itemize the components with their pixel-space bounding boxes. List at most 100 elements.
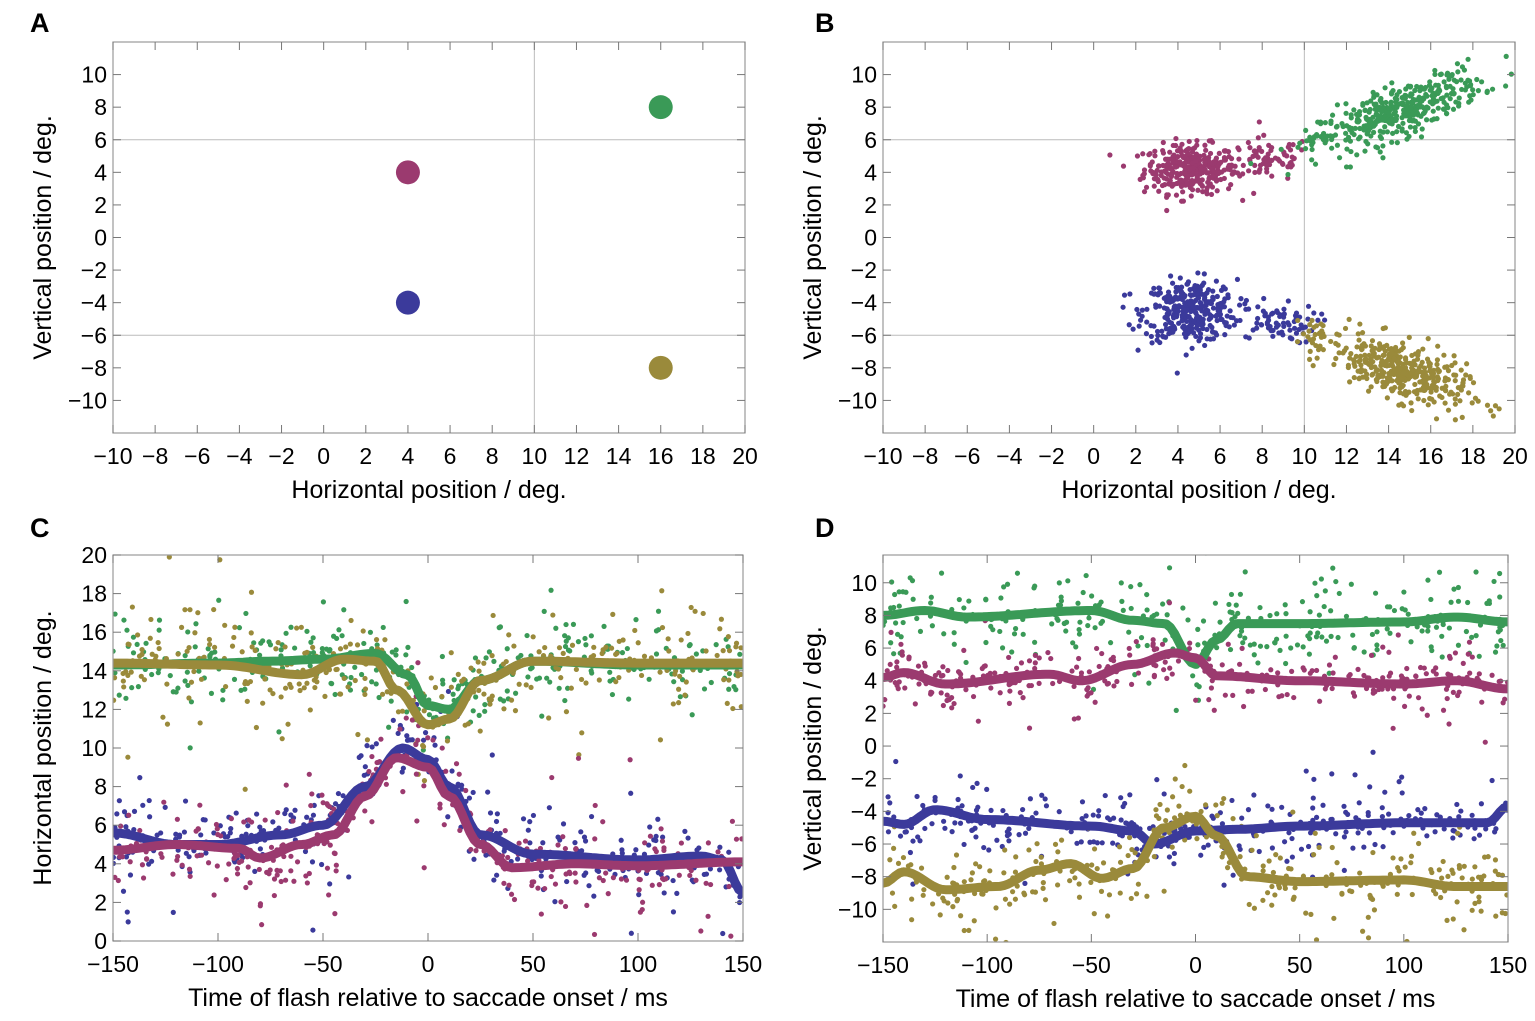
data-point-olive [1237,854,1243,860]
data-point-green [1344,123,1350,129]
data-point-green [307,663,313,669]
data-point-blue [1201,844,1207,850]
data-point-blue [1343,829,1349,835]
data-point-magenta [1452,650,1459,656]
data-point-blue [1476,832,1483,838]
data-point-green [1361,649,1367,655]
x-tick-label: −2 [268,443,294,469]
data-point-green [439,677,446,683]
data-point-green [1392,109,1398,115]
data-point-green [889,579,895,585]
data-point-olive [977,864,983,870]
data-point-olive [508,697,515,703]
data-point-green [575,639,582,645]
data-point-magenta [443,768,449,774]
data-point-olive [343,644,349,650]
data-point-green [1387,630,1393,636]
data-point-blue [1153,302,1159,308]
data-point-olive [1339,890,1345,896]
data-point-magenta [1094,645,1100,652]
data-point-green [888,640,894,646]
data-point-green [1160,601,1166,607]
data-point-magenta [600,819,606,825]
data-point-green [386,724,392,730]
data-point-blue [1230,872,1236,878]
data-point-blue [655,870,661,876]
data-point-olive [439,693,445,700]
data-point-olive [1488,408,1494,414]
data-point-blue [903,829,909,835]
data-point-blue [362,764,368,770]
data-point-green [525,674,531,680]
data-point-green [1345,134,1352,140]
data-point-green [1166,565,1173,571]
data-point-blue [1424,833,1430,839]
data-point-olive [1495,871,1501,878]
data-point-green [319,650,325,656]
data-point-blue [646,842,652,848]
data-point-magenta [1279,160,1285,166]
data-point-green [1128,584,1134,590]
y-tick-label: −4 [851,290,877,316]
data-point-blue [955,796,961,803]
data-point-green [1366,109,1372,115]
x-tick-label: 16 [648,443,674,469]
data-point-green [1407,124,1414,130]
data-point-olive [253,724,259,731]
data-point-olive [670,701,676,707]
data-point-olive [1456,862,1462,869]
data-point-green [1419,126,1425,132]
data-point-green [1318,134,1324,140]
data-point-blue [527,819,533,825]
data-point-green [339,633,345,639]
data-point-olive [1054,882,1061,888]
data-point-green [1439,654,1445,660]
data-point-magenta [940,702,946,709]
data-point-olive [1400,370,1406,376]
data-point-green [251,640,257,646]
data-point-magenta [275,809,281,816]
data-point-olive [1098,888,1105,894]
data-point-olive [231,634,237,641]
data-point-blue [1328,816,1334,823]
data-point-magenta [894,682,900,689]
data-point-blue [121,809,128,815]
data-point-magenta [1187,166,1193,172]
data-point-blue [1027,796,1033,802]
data-point-green [1475,88,1481,94]
data-point-blue [887,800,893,806]
data-point-green [1380,143,1386,149]
data-point-green [1309,157,1315,163]
data-point-green [534,676,540,682]
data-point-magenta [883,697,888,703]
data-point-olive [1012,896,1018,902]
data-point-olive [1431,367,1437,373]
data-point-green [1324,133,1331,139]
data-point-blue [422,730,429,736]
y-tick-label: 10 [851,570,877,596]
data-point-magenta [304,880,310,886]
data-point-olive [1117,890,1123,896]
data-point-green [1372,121,1378,127]
data-point-green [1032,639,1038,645]
data-point-olive [1492,857,1499,863]
data-point-magenta [1245,139,1251,146]
data-point-blue [131,808,138,814]
data-point-olive [1264,890,1271,896]
x-axis-label: Time of flash relative to saccade onset … [956,985,1436,1013]
data-point-magenta [729,818,736,824]
data-point-blue [717,844,723,850]
data-point-magenta [1028,682,1035,689]
data-point-blue [1281,839,1288,845]
data-point-green [497,624,504,630]
data-point-magenta [1180,189,1186,195]
y-tick-label: −10 [68,387,107,413]
data-point-blue [1274,308,1280,314]
y-tick-label: 6 [94,812,107,838]
data-point-olive [1429,382,1436,388]
data-point-magenta [592,836,598,842]
x-tick-label: −2 [1038,443,1064,469]
data-point-olive [113,697,117,703]
data-point-green [1343,110,1349,116]
data-point-magenta [563,871,569,877]
